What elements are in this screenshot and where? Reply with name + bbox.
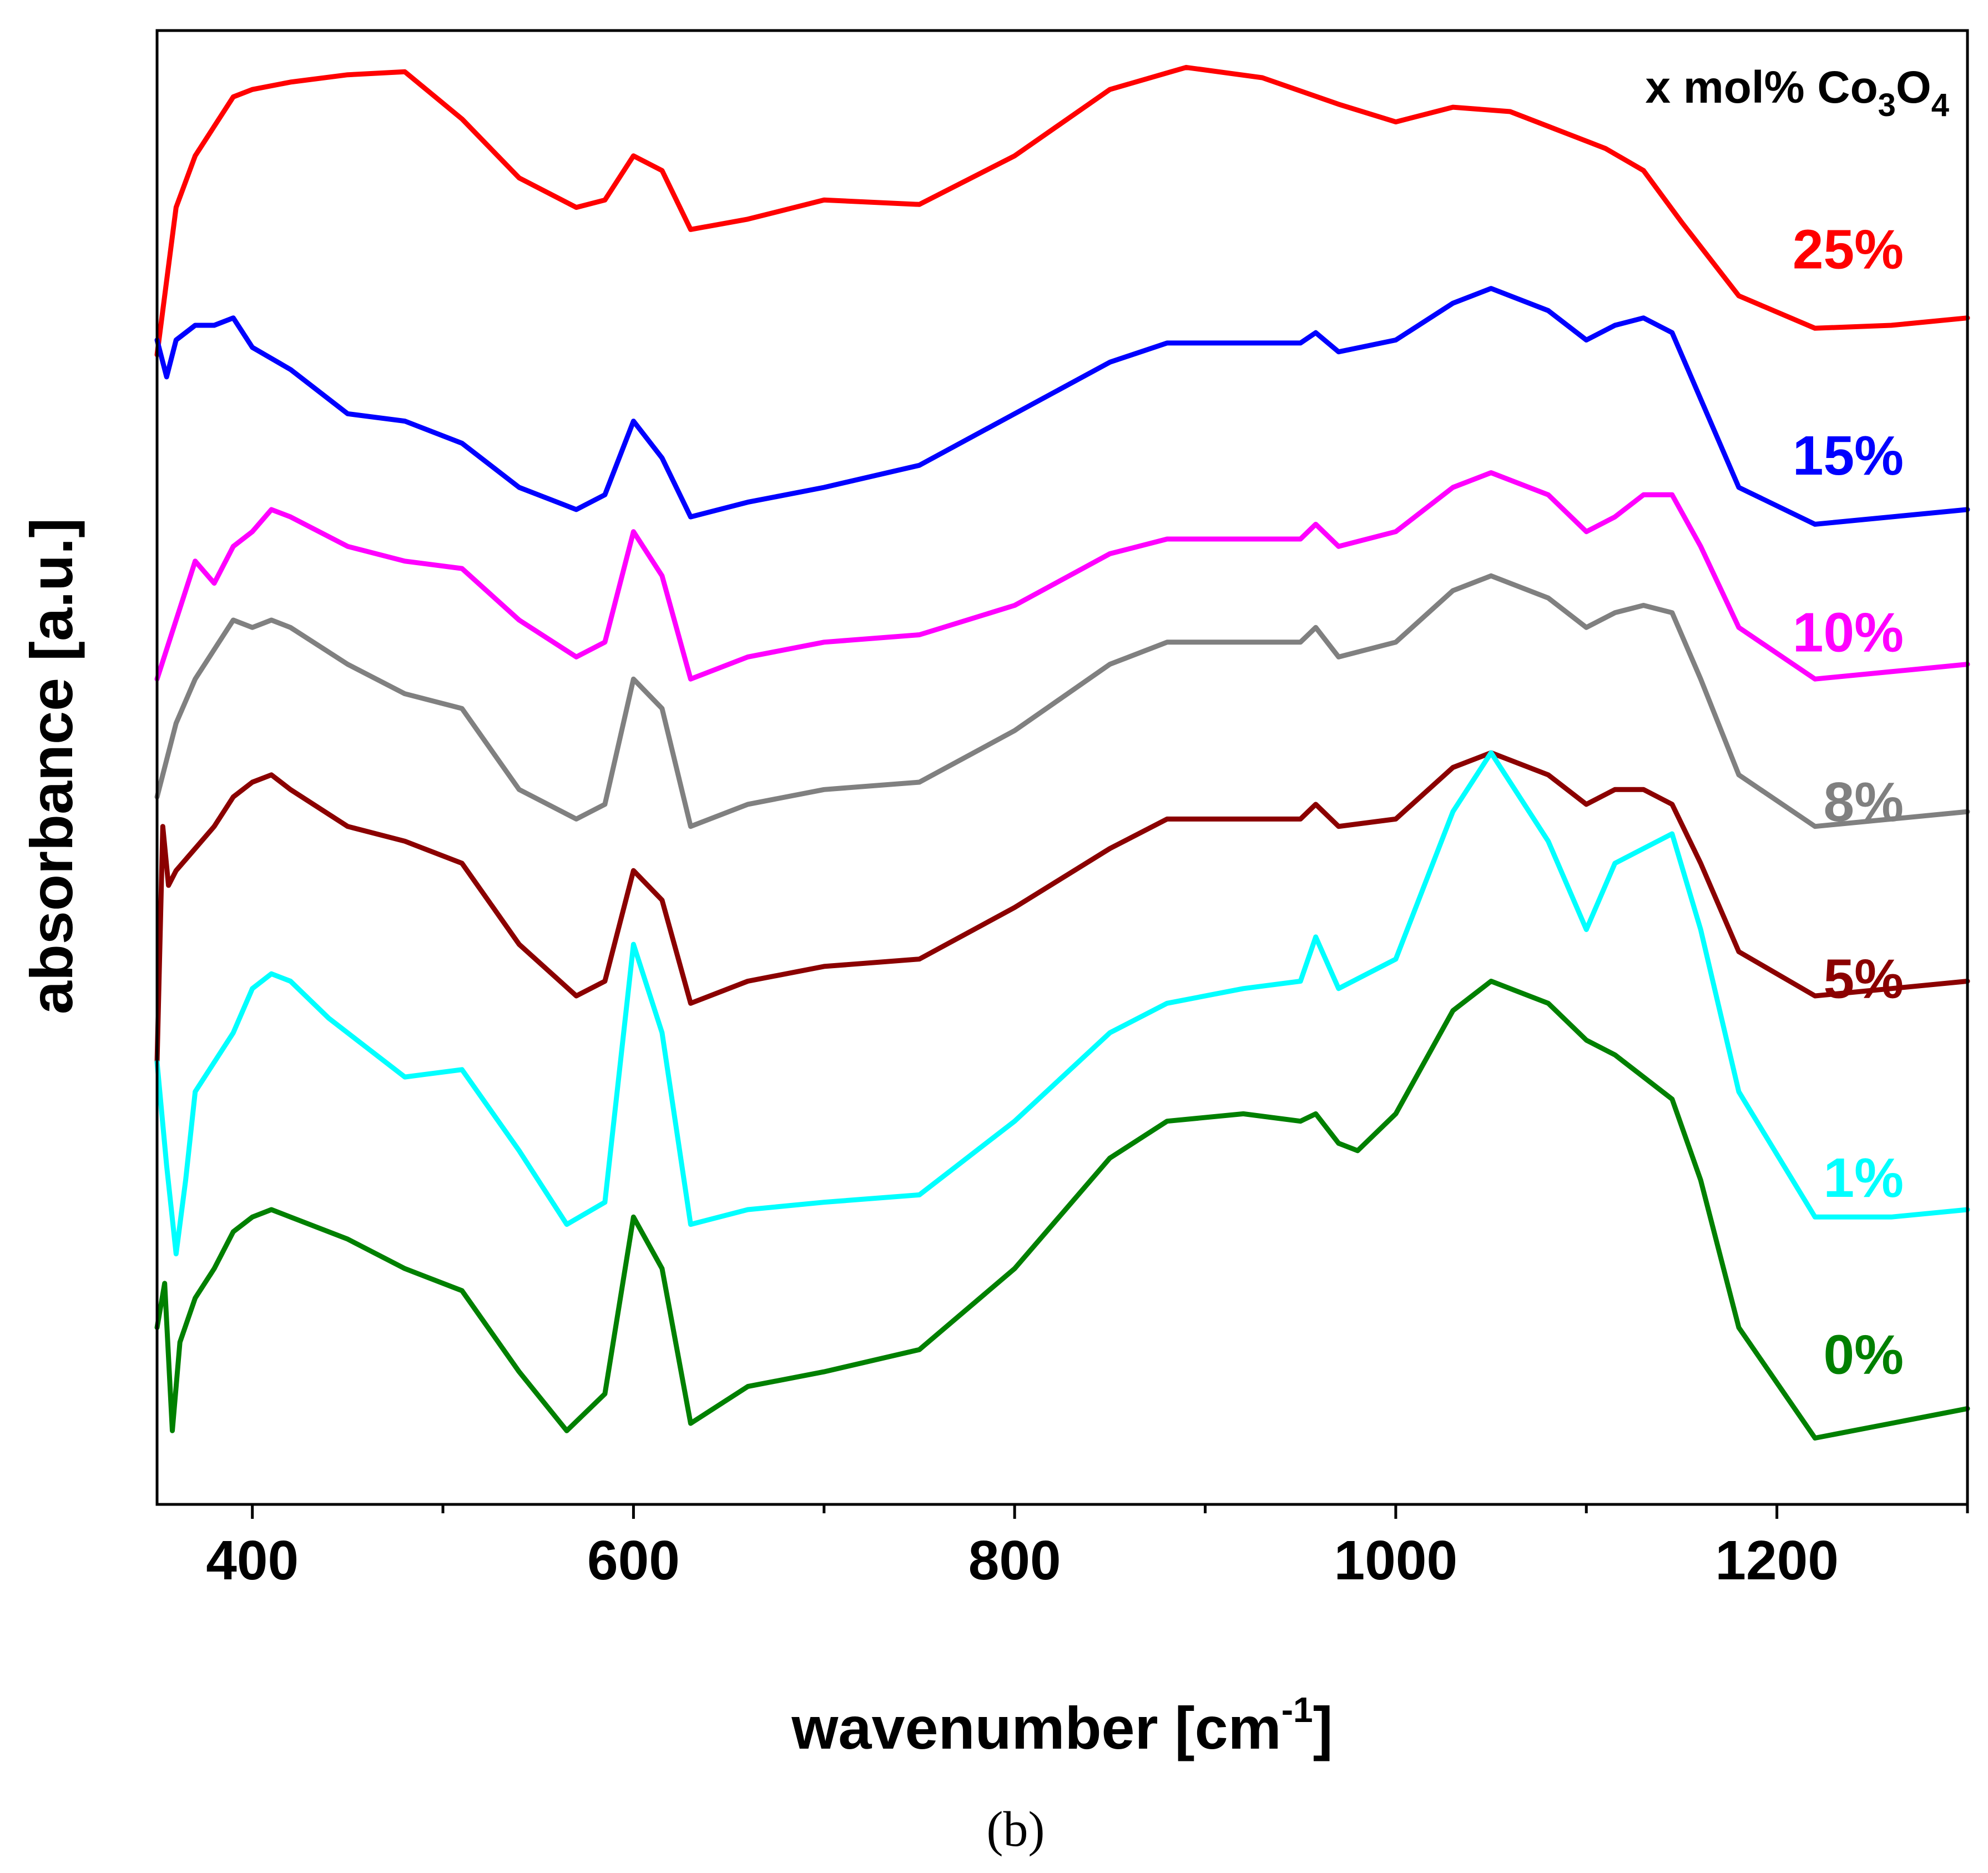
x-axis-ticks: 400 600 800 1000 1200: [206, 1504, 1969, 1592]
series-label-10: 10%: [1793, 602, 1904, 664]
legend-title: x mol% Co3O4: [1646, 62, 1950, 123]
x-tick-label-400: 400: [206, 1529, 299, 1592]
series-line-10: [154, 470, 1970, 682]
x-axis-label-sup: -1: [1281, 1690, 1313, 1730]
series-label-5: 5%: [1823, 948, 1904, 1010]
x-axis-label-text: wavenumber [cm: [791, 1694, 1281, 1761]
svg-text:x mol% Co3O4: x mol% Co3O4: [1646, 62, 1950, 123]
plot-frame: [155, 29, 1969, 1506]
y-axis-label: absorbance [a.u.]: [18, 518, 85, 1014]
x-axis-label: wavenumber [cm-1]: [791, 1690, 1333, 1761]
x-tick-label-600: 600: [587, 1529, 680, 1592]
series-label-25: 25%: [1793, 218, 1904, 280]
legend-title-sub2: 4: [1931, 87, 1949, 123]
x-axis-label-end: ]: [1313, 1694, 1333, 1761]
x-tick-label-1200: 1200: [1715, 1529, 1838, 1592]
series-label-15: 15%: [1793, 425, 1904, 487]
series-label-8: 8%: [1823, 771, 1904, 833]
figure-caption: (b): [987, 1802, 1045, 1857]
series-line-25: [154, 64, 1970, 358]
series-line-5: [154, 750, 1970, 1065]
legend-title-sub1: 3: [1878, 87, 1896, 123]
legend-title-prefix: x mol% Co: [1646, 62, 1878, 113]
series-line-0: [154, 979, 1970, 1441]
series-line-8: [154, 573, 1970, 829]
series-line-15: [154, 286, 1970, 527]
series-labels: 25% 15% 10% 8% 5% 1% 0%: [1793, 218, 1904, 1386]
x-tick-label-1000: 1000: [1334, 1529, 1457, 1592]
x-tick-label-800: 800: [968, 1529, 1061, 1592]
series-label-0: 0%: [1823, 1324, 1904, 1386]
legend-title-mid: O: [1896, 62, 1931, 113]
series-curves: [154, 64, 1970, 1441]
series-line-1: [154, 750, 1970, 1257]
series-label-1: 1%: [1823, 1147, 1904, 1209]
